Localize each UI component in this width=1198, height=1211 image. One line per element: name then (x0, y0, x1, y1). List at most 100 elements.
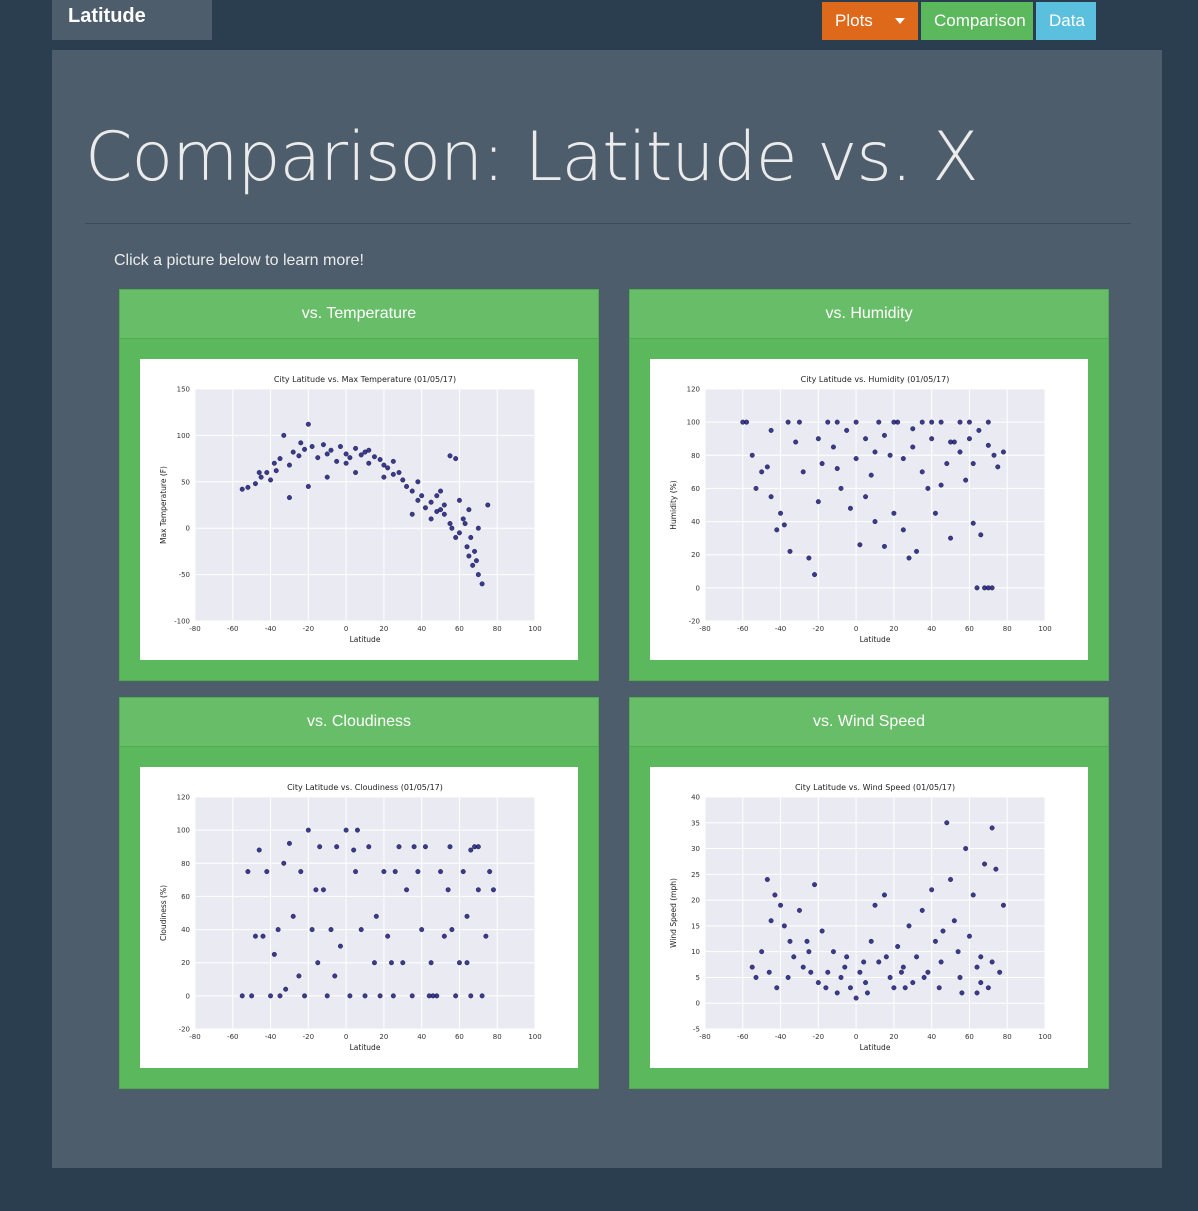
x-tick-label: 100 (528, 1033, 541, 1041)
data-point (409, 511, 415, 517)
data-point (252, 933, 258, 939)
data-point (774, 527, 780, 533)
data-point (853, 995, 859, 1001)
data-point (944, 461, 950, 467)
data-point (898, 969, 904, 975)
data-point (320, 442, 326, 448)
humidity-card[interactable]: vs. Humidity -80 -60 -40 -20 0 20 40 60 80 100 -20… (629, 289, 1109, 681)
data-point (914, 954, 920, 960)
x-tick-label: -60 (737, 1033, 748, 1041)
data-point (271, 951, 277, 957)
data-point (396, 470, 402, 475)
cloudiness-plot-image[interactable]: -80 -60 -40 -20 0 20 40 60 80 100 -20 0 20 40 60 80 100 1… (140, 767, 578, 1068)
data-point (366, 447, 372, 453)
data-point (415, 479, 421, 485)
data-point (390, 993, 396, 999)
data-point (487, 869, 493, 875)
chart-title: City Latitude vs. Cloudiness (01/05/17) (287, 783, 443, 792)
data-point (422, 844, 428, 850)
data-point (281, 432, 287, 438)
data-point (445, 887, 451, 893)
card-heading-wind-speed: vs. Wind Speed (630, 698, 1108, 747)
data-point (334, 844, 340, 850)
x-tick-label: 60 (455, 1033, 464, 1041)
data-point (976, 427, 982, 433)
y-tick-label: 25 (691, 871, 700, 879)
data-point (475, 844, 481, 850)
plots-dropdown-button[interactable]: Plots (822, 2, 918, 40)
data-point (753, 485, 759, 491)
x-tick-label: -40 (775, 1033, 786, 1041)
y-tick-label: -50 (179, 571, 190, 579)
data-point (428, 960, 434, 966)
data-point (825, 419, 831, 425)
data-point (910, 426, 916, 432)
data-point (305, 827, 311, 833)
temperature-card[interactable]: vs. Temperature -80 -60 -40 -20 0 20 40 60 80 100… (119, 289, 599, 681)
data-point (863, 980, 869, 986)
data-point (239, 486, 245, 492)
data-point (483, 933, 489, 939)
data-point (328, 447, 334, 453)
data-point (447, 521, 453, 527)
x-tick-label: -80 (699, 1033, 710, 1041)
data-point (936, 985, 942, 991)
chart-title: City Latitude vs. Humidity (01/05/17) (801, 375, 950, 384)
y-tick-label: -20 (179, 1026, 190, 1034)
plot-area (195, 797, 535, 1029)
data-point (409, 993, 415, 999)
y-tick-label: 0 (696, 584, 700, 592)
data-point (853, 456, 859, 462)
data-point (772, 892, 778, 898)
temperature-plot-image[interactable]: -80 -60 -40 -20 0 20 40 60 80 100 -100 -50 0 50 100 150… (140, 359, 578, 660)
data-point (392, 869, 398, 875)
data-nav-button[interactable]: Data (1036, 2, 1096, 40)
humidity-plot-image[interactable]: -80 -60 -40 -20 0 20 40 60 80 100 -20 0 20 40 60 80 100 1… (650, 359, 1088, 660)
data-point (906, 923, 912, 929)
chart-title: City Latitude vs. Max Temperature (01/05… (274, 375, 456, 384)
y-tick-label: 35 (691, 819, 700, 827)
wind-speed-plot-image[interactable]: -80 -60 -40 -20 0 20 40 60 80 100 -5 0 5 10 15 20 25 30 35… (650, 767, 1088, 1068)
data-point (343, 460, 349, 466)
wind-speed-card[interactable]: vs. Wind Speed -80 -60 -40 -20 0 20 40 60 80 100-… (629, 697, 1109, 1089)
data-point (948, 535, 954, 541)
data-point (919, 907, 925, 913)
comparison-nav-button[interactable]: Comparison (921, 2, 1033, 40)
x-tick-label: 20 (379, 625, 388, 633)
y-tick-label: 120 (177, 794, 190, 802)
data-point (353, 445, 359, 451)
y-axis-label: Humidity (%) (669, 480, 678, 529)
data-point (277, 993, 283, 999)
data-point (800, 469, 806, 475)
data-point (970, 520, 976, 526)
data-point (863, 494, 869, 500)
data-point (400, 477, 406, 483)
data-point (464, 544, 470, 550)
data-point (966, 419, 972, 425)
y-tick-label: 5 (696, 974, 700, 982)
data-point (377, 457, 383, 462)
data-point (940, 928, 946, 934)
data-point (887, 452, 893, 458)
data-point (419, 493, 425, 499)
data-point (468, 847, 474, 853)
data-point (863, 436, 869, 442)
data-point (785, 974, 791, 980)
y-tick-label: -5 (693, 1026, 700, 1034)
y-tick-label: 20 (691, 551, 700, 559)
data-point (468, 993, 474, 999)
x-tick-label: 60 (965, 625, 974, 633)
data-point (966, 436, 972, 442)
data-point (815, 499, 821, 505)
data-point (449, 525, 455, 531)
cloudiness-card[interactable]: vs. Cloudiness -80 -60 -40 -20 0 20 40 60 80 100-… (119, 697, 599, 1089)
brand-link[interactable]: Latitude (52, 0, 212, 40)
data-point (759, 949, 765, 955)
data-point (778, 902, 784, 908)
data-point (764, 464, 770, 470)
data-point (970, 461, 976, 467)
data-point (305, 483, 311, 489)
data-point (390, 458, 396, 464)
data-point (749, 452, 755, 458)
data-point (479, 993, 485, 999)
